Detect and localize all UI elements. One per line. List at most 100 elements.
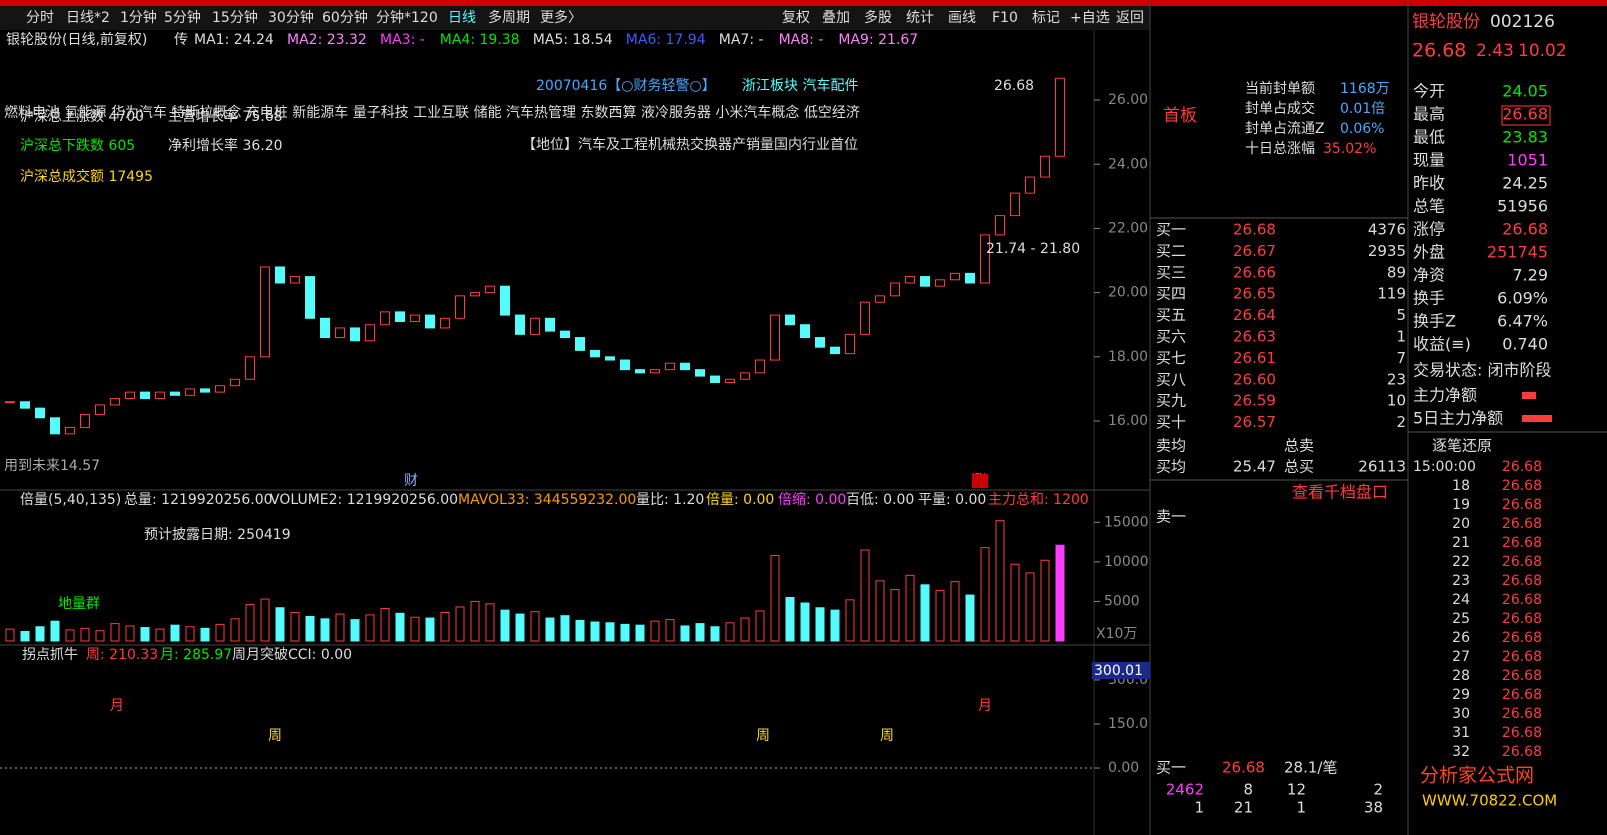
menu-item[interactable]: 分钟*120 xyxy=(376,9,438,26)
y-tick-label: 20.00 xyxy=(1108,285,1148,301)
menu-item[interactable]: 5分钟 xyxy=(164,9,201,26)
menu-item[interactable]: 画线 xyxy=(948,10,976,26)
menu-item[interactable]: 多股 xyxy=(864,9,892,26)
summary-label: 总买 xyxy=(1284,458,1314,476)
volume-bar xyxy=(485,603,495,642)
position-note: 【地位】汽车及工程机械热交换器产销量国内行业首位 xyxy=(522,136,858,153)
menu-item[interactable]: 返回 xyxy=(1116,10,1144,26)
menu-item[interactable]: 15分钟 xyxy=(212,9,258,26)
tick-price: 26.68 xyxy=(1502,459,1542,475)
candle xyxy=(965,272,975,284)
menu-item[interactable]: 标记 xyxy=(1032,10,1060,26)
flow-bar xyxy=(1522,392,1536,399)
menu-item[interactable]: 30分钟 xyxy=(268,9,314,26)
bid-price: 26.66 xyxy=(1233,263,1276,281)
volume-header: MAVOL33: 344559232.00 xyxy=(458,492,636,508)
candle xyxy=(230,378,240,387)
y-tick-label: 5000 xyxy=(1104,593,1140,609)
candle xyxy=(785,314,795,326)
candle xyxy=(695,369,705,377)
volume-bar xyxy=(770,555,780,642)
bid-price: 26.59 xyxy=(1233,392,1276,410)
volume-bar xyxy=(65,629,75,642)
candle xyxy=(1055,77,1065,157)
stat-label: 总笔 xyxy=(1413,197,1445,216)
bid-volume: 4376 xyxy=(1368,221,1406,239)
stat-label: 最低 xyxy=(1413,128,1445,147)
bid-label: 买七 xyxy=(1156,349,1186,367)
menu-item[interactable]: +自选 xyxy=(1070,10,1110,26)
volume-header: 倍量: 0.00 xyxy=(706,492,774,508)
candle xyxy=(650,369,660,374)
bid-price: 26.67 xyxy=(1233,242,1276,260)
menu-item[interactable]: 多周期 xyxy=(488,9,530,26)
menu-item[interactable]: 复权 xyxy=(782,9,810,26)
volume-bar xyxy=(710,626,720,642)
y-tick-label: 26.00 xyxy=(1108,92,1148,108)
bid-volume: 1 xyxy=(1396,328,1406,346)
menu-item[interactable]: 日线*2 xyxy=(66,10,110,26)
candle xyxy=(905,276,915,284)
volume-bar xyxy=(1025,572,1035,642)
volume-bar xyxy=(530,611,540,642)
stat-value: 26.68 xyxy=(1502,220,1548,239)
candle xyxy=(215,385,225,393)
stat-value: 24.05 xyxy=(1502,82,1548,101)
summary-label: 卖均 xyxy=(1156,437,1186,455)
volume-bar xyxy=(110,623,120,642)
per-trade: 28.1/笔 xyxy=(1284,759,1337,777)
cci-label: 周 xyxy=(268,728,282,744)
volume-header: 百低: 0.00 xyxy=(846,492,914,508)
volume-bar xyxy=(365,614,375,642)
volume-bar xyxy=(50,620,60,642)
volume-bar xyxy=(860,549,870,642)
menu-item[interactable]: 叠加 xyxy=(822,10,850,26)
menu-item[interactable]: 分时 xyxy=(26,10,54,26)
queue-value: 38 xyxy=(1364,799,1383,817)
menu-item[interactable]: 更多〉 xyxy=(540,9,582,26)
ma-value: MA7: - xyxy=(719,32,764,48)
stat-label: 收益(≡) xyxy=(1413,335,1471,354)
bid-price: 26.68 xyxy=(1233,221,1276,239)
volume-bar xyxy=(515,613,525,642)
y-tick-label: 18.00 xyxy=(1108,349,1148,365)
bid-label: 买一 xyxy=(1156,759,1186,777)
volume-header: 量比: 1.20 xyxy=(636,492,704,508)
menu-item[interactable]: F10 xyxy=(992,10,1018,26)
summary-value: 26113 xyxy=(1358,458,1406,476)
candle xyxy=(950,272,960,281)
bid-volume: 89 xyxy=(1387,263,1406,281)
candle xyxy=(380,311,390,326)
tick-time: 26 xyxy=(1452,630,1470,646)
volume-bar xyxy=(440,612,450,642)
volume-bar xyxy=(845,599,855,642)
menu-item[interactable]: 1分钟 xyxy=(120,9,157,26)
candle xyxy=(485,285,495,294)
flow-bar xyxy=(1522,415,1552,422)
queue-value: 8 xyxy=(1243,781,1253,799)
tick-time: 20 xyxy=(1452,516,1470,532)
volume-header: 平量: 0.00 xyxy=(918,492,986,508)
tick-price: 26.68 xyxy=(1502,725,1542,741)
menu-item[interactable]: 统计 xyxy=(906,10,934,26)
stock-code: 002126 xyxy=(1490,12,1555,32)
volume-bar xyxy=(425,617,435,642)
stat-text: 沪深总成交额 17495 xyxy=(20,168,153,185)
bid-label: 买九 xyxy=(1156,392,1186,410)
depth-link[interactable]: 查看千档盘口 xyxy=(1292,483,1388,502)
sell-label: 卖一 xyxy=(1156,508,1186,526)
volume-bar xyxy=(395,612,405,642)
disclosure: 预计披露日期: 250419 xyxy=(144,527,291,543)
ma-value: MA6: 17.94 xyxy=(626,32,706,48)
stat-label: 换手Z xyxy=(1413,312,1456,331)
menu-item[interactable]: 60分钟 xyxy=(322,9,368,26)
menu-item[interactable]: 日线 xyxy=(448,10,476,26)
volume-bar xyxy=(215,623,225,642)
candle xyxy=(440,317,450,329)
bid-price: 26.61 xyxy=(1233,349,1276,367)
volume-bar xyxy=(590,621,600,642)
candle xyxy=(1010,192,1020,217)
volume-bar xyxy=(920,584,930,642)
tick-price: 26.68 xyxy=(1502,478,1542,494)
candle xyxy=(740,372,750,380)
